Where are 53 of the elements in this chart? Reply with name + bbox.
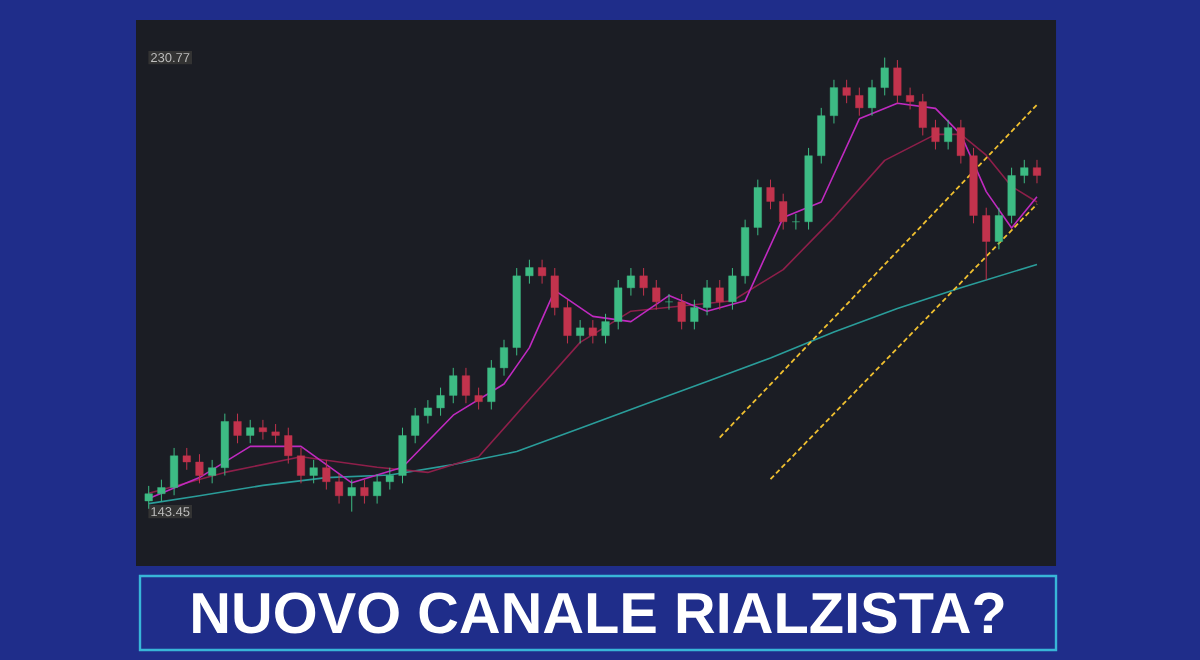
candlestick xyxy=(893,59,902,104)
candlestick xyxy=(652,279,661,311)
candlestick xyxy=(182,447,191,471)
candlestick xyxy=(703,279,712,316)
candlestick xyxy=(1032,159,1041,184)
candlestick xyxy=(779,193,788,231)
candlestick xyxy=(956,119,965,165)
candlestick xyxy=(525,259,534,285)
candlestick xyxy=(233,413,242,444)
candlestick xyxy=(766,179,775,210)
candlestick xyxy=(309,459,318,484)
candlestick xyxy=(461,367,470,404)
candlestick xyxy=(791,213,800,231)
candlestick xyxy=(664,293,673,311)
candlestick xyxy=(360,479,369,505)
candlestick xyxy=(1020,159,1029,184)
candlestick xyxy=(690,299,699,330)
candlestick xyxy=(880,57,889,96)
candlestick xyxy=(944,119,953,150)
candlestick xyxy=(449,367,458,404)
candlestick xyxy=(677,293,686,330)
candlestick xyxy=(335,473,344,505)
candlestick xyxy=(500,339,509,377)
candlestick xyxy=(157,479,166,503)
candlestick xyxy=(296,447,305,484)
candlestick xyxy=(601,313,610,344)
text: NUOVO CANALE RIALZISTA? xyxy=(193,592,1004,634)
candlestick xyxy=(144,485,153,510)
candlestick xyxy=(842,79,851,104)
candlestick xyxy=(588,319,597,344)
candlestick xyxy=(436,387,445,417)
candlestick xyxy=(576,319,585,344)
candlestick xyxy=(347,479,356,513)
candlestick xyxy=(639,267,648,297)
candlestick xyxy=(728,267,737,311)
candlestick xyxy=(271,423,280,444)
candlestick xyxy=(284,427,293,465)
candlestick xyxy=(195,453,204,484)
candlestick xyxy=(474,387,483,410)
candlestick xyxy=(398,427,407,484)
candlestick xyxy=(715,279,724,311)
candlestick xyxy=(170,447,179,496)
candlestick xyxy=(487,359,496,410)
candlestick xyxy=(322,459,331,491)
candlestick xyxy=(994,207,1003,250)
candlestick xyxy=(258,419,267,441)
candlestick xyxy=(868,79,877,117)
candlestick xyxy=(563,299,572,344)
candlestick xyxy=(982,207,991,281)
candlestick xyxy=(855,87,864,117)
candlestick xyxy=(246,419,255,444)
candlestick xyxy=(931,119,940,150)
candlestick xyxy=(1007,167,1016,224)
